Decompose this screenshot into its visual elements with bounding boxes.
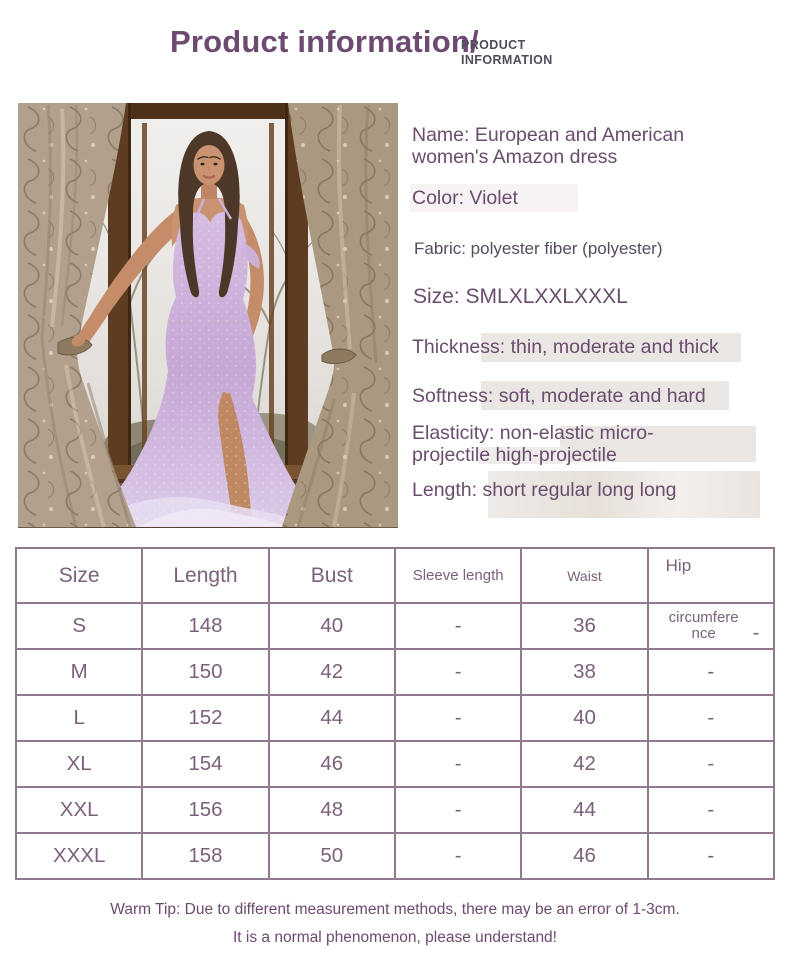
translation-artifact-box [478, 447, 564, 464]
table-row: XXXL 158 50 - 46 - [14, 832, 776, 880]
table-header-row: Size Length Bust Sleeve length Waist Hip [14, 547, 776, 604]
cell-hip: - [646, 786, 776, 834]
page-subtitle-line2: INFORMATION [461, 53, 553, 67]
table-row: XL 154 46 - 42 - [14, 740, 776, 788]
translation-artifact-box [560, 426, 756, 462]
translation-artifact-box [481, 381, 729, 410]
column-header-length: Length [141, 547, 270, 604]
cell-length: 156 [141, 786, 270, 834]
cell-sleeve: - [393, 694, 523, 742]
cell-hip: circumference - [646, 602, 776, 650]
column-header-sleeve-length: Sleeve length [393, 547, 523, 604]
cell-hip: - [646, 740, 776, 788]
warm-tip-line2: It is a normal phenomenon, please unders… [233, 929, 557, 946]
translation-artifact-box [481, 333, 741, 362]
detail-color: Color: Violet [412, 187, 518, 209]
cell-hip: - [646, 832, 776, 880]
table-row: L 152 44 - 40 - [14, 694, 776, 742]
detail-elasticity: Elasticity: non-elastic micro-projectile… [412, 422, 654, 466]
cell-bust: 46 [267, 740, 396, 788]
product-photo-illustration [18, 103, 398, 528]
cell-waist: 38 [520, 648, 649, 696]
dress-straps [193, 198, 233, 221]
cell-sleeve: - [393, 602, 523, 650]
detail-length: Length: short regular long long [412, 479, 677, 501]
cell-size: XXL [14, 786, 144, 834]
warm-tip-line1: Warm Tip: Due to different measurement m… [110, 901, 680, 918]
page-subtitle: PRODUCT INFORMATION [461, 38, 553, 68]
detail-size: Size: SMLXLXXLXXXL [413, 285, 628, 308]
detail-thickness: Thickness: thin, moderate and thick [412, 336, 719, 358]
curtain-tieback-right [321, 348, 357, 364]
table-row: XXL 156 48 - 44 - [14, 786, 776, 834]
cell-sleeve: - [393, 786, 523, 834]
page-title: Product information/ [170, 24, 479, 59]
hip-circumference-overflow: circumference [668, 609, 739, 642]
cell-waist: 46 [520, 832, 649, 880]
face-features [197, 156, 221, 179]
cell-size: M [14, 648, 144, 696]
cell-sleeve: - [393, 832, 523, 880]
curtain-right [282, 103, 398, 528]
column-header-bust: Bust [267, 547, 396, 604]
detail-softness: Softness: soft, moderate and hard [412, 385, 706, 407]
cell-sleeve: - [393, 740, 523, 788]
detail-name: Name: European and American women's Amaz… [412, 124, 685, 168]
cell-hip: - [646, 694, 776, 742]
cell-waist: 42 [520, 740, 649, 788]
cell-bust: 44 [267, 694, 396, 742]
cell-size: XL [14, 740, 144, 788]
cell-hip: - [646, 648, 776, 696]
cell-bust: 48 [267, 786, 396, 834]
model-hand [71, 333, 87, 347]
cell-size: L [14, 694, 144, 742]
sequin-sparkle [82, 212, 331, 527]
cell-length: 154 [141, 740, 270, 788]
table-row: S 148 40 - 36 circumference - [14, 602, 776, 650]
cell-sleeve: - [393, 648, 523, 696]
size-chart-table: Size Length Bust Sleeve length Waist Hip… [14, 547, 776, 880]
translation-artifact-box [410, 184, 578, 212]
model-face [193, 145, 225, 185]
cell-bust: 42 [267, 648, 396, 696]
curtain-left [18, 103, 136, 528]
table-row: M 150 42 - 38 - [14, 648, 776, 696]
off-shoulder-band [240, 243, 260, 269]
model [63, 131, 363, 528]
translation-artifact-box [488, 471, 760, 518]
cell-bust: 50 [267, 832, 396, 880]
model-hair [178, 131, 240, 298]
column-header-size: Size [14, 547, 144, 604]
column-header-hip: Hip [646, 547, 776, 604]
cell-length: 150 [141, 648, 270, 696]
cell-size: S [14, 602, 144, 650]
cell-waist: 44 [520, 786, 649, 834]
cell-waist: 40 [520, 694, 649, 742]
column-header-waist: Waist [520, 547, 649, 604]
model-right-arm [228, 209, 264, 343]
cell-size: XXXL [14, 832, 144, 880]
cell-length: 148 [141, 602, 270, 650]
hip-dash: - [752, 621, 760, 644]
cell-waist: 36 [520, 602, 649, 650]
cell-bust: 40 [267, 602, 396, 650]
model-left-arm [75, 209, 186, 348]
product-photo [18, 103, 398, 528]
cell-length: 158 [141, 832, 270, 880]
page-subtitle-line1: PRODUCT [461, 38, 526, 52]
detail-fabric: Fabric: polyester fiber (polyester) [414, 239, 663, 258]
cell-length: 152 [141, 694, 270, 742]
